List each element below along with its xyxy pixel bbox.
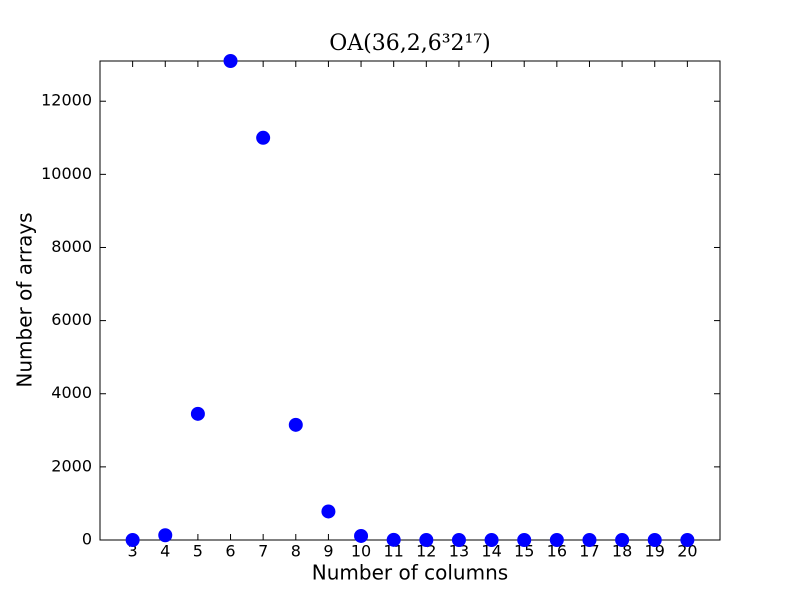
point (549, 533, 564, 547)
point (451, 533, 466, 547)
y-tick-label: 12000 (41, 91, 92, 110)
y-axis-label: Number of arrays (13, 212, 37, 387)
x-tick-label: 17 (579, 542, 599, 561)
y-tick-label: 10000 (41, 164, 92, 183)
x-tick-label: 14 (481, 542, 501, 561)
x-tick-label: 6 (225, 542, 235, 561)
point (386, 532, 401, 547)
point (615, 533, 630, 547)
x-tick-label: 20 (677, 542, 697, 561)
x-axis-label: Number of columns (312, 561, 508, 585)
x-tick-label: 12 (416, 542, 436, 561)
x-tick-label: 13 (449, 542, 469, 561)
y-tick-label: 4000 (51, 383, 92, 402)
x-tick-label: 15 (514, 542, 534, 561)
point (680, 533, 695, 547)
plot-frame (99, 60, 721, 541)
x-tick-label: 11 (384, 542, 404, 561)
x-tick-label: 18 (612, 542, 632, 561)
point (190, 406, 205, 421)
x-tick-label: 19 (645, 542, 665, 561)
point (647, 533, 662, 547)
point (517, 533, 532, 547)
y-tick-label: 0 (82, 530, 92, 549)
y-tick-label: 6000 (51, 310, 92, 329)
x-tick-label: 4 (160, 542, 170, 561)
y-tick-label: 8000 (51, 237, 92, 256)
x-tick-label: 5 (193, 542, 203, 561)
point (354, 528, 369, 543)
point (223, 54, 238, 68)
x-tick-label: 8 (291, 542, 301, 561)
x-tick-label: 16 (547, 542, 567, 561)
point (288, 417, 303, 432)
x-tick-label: 10 (351, 542, 371, 561)
x-tick-label: 7 (258, 542, 268, 561)
point (484, 533, 499, 547)
chart-title: OA(36,2,6³2¹⁷) (329, 31, 491, 56)
point (125, 533, 140, 547)
y-tick-label: 2000 (51, 456, 92, 475)
x-tick-label: 3 (128, 542, 138, 561)
point (158, 528, 173, 543)
point (419, 533, 434, 547)
point (321, 504, 336, 519)
point (256, 130, 271, 145)
point (582, 533, 597, 547)
x-tick-label: 9 (323, 542, 333, 561)
